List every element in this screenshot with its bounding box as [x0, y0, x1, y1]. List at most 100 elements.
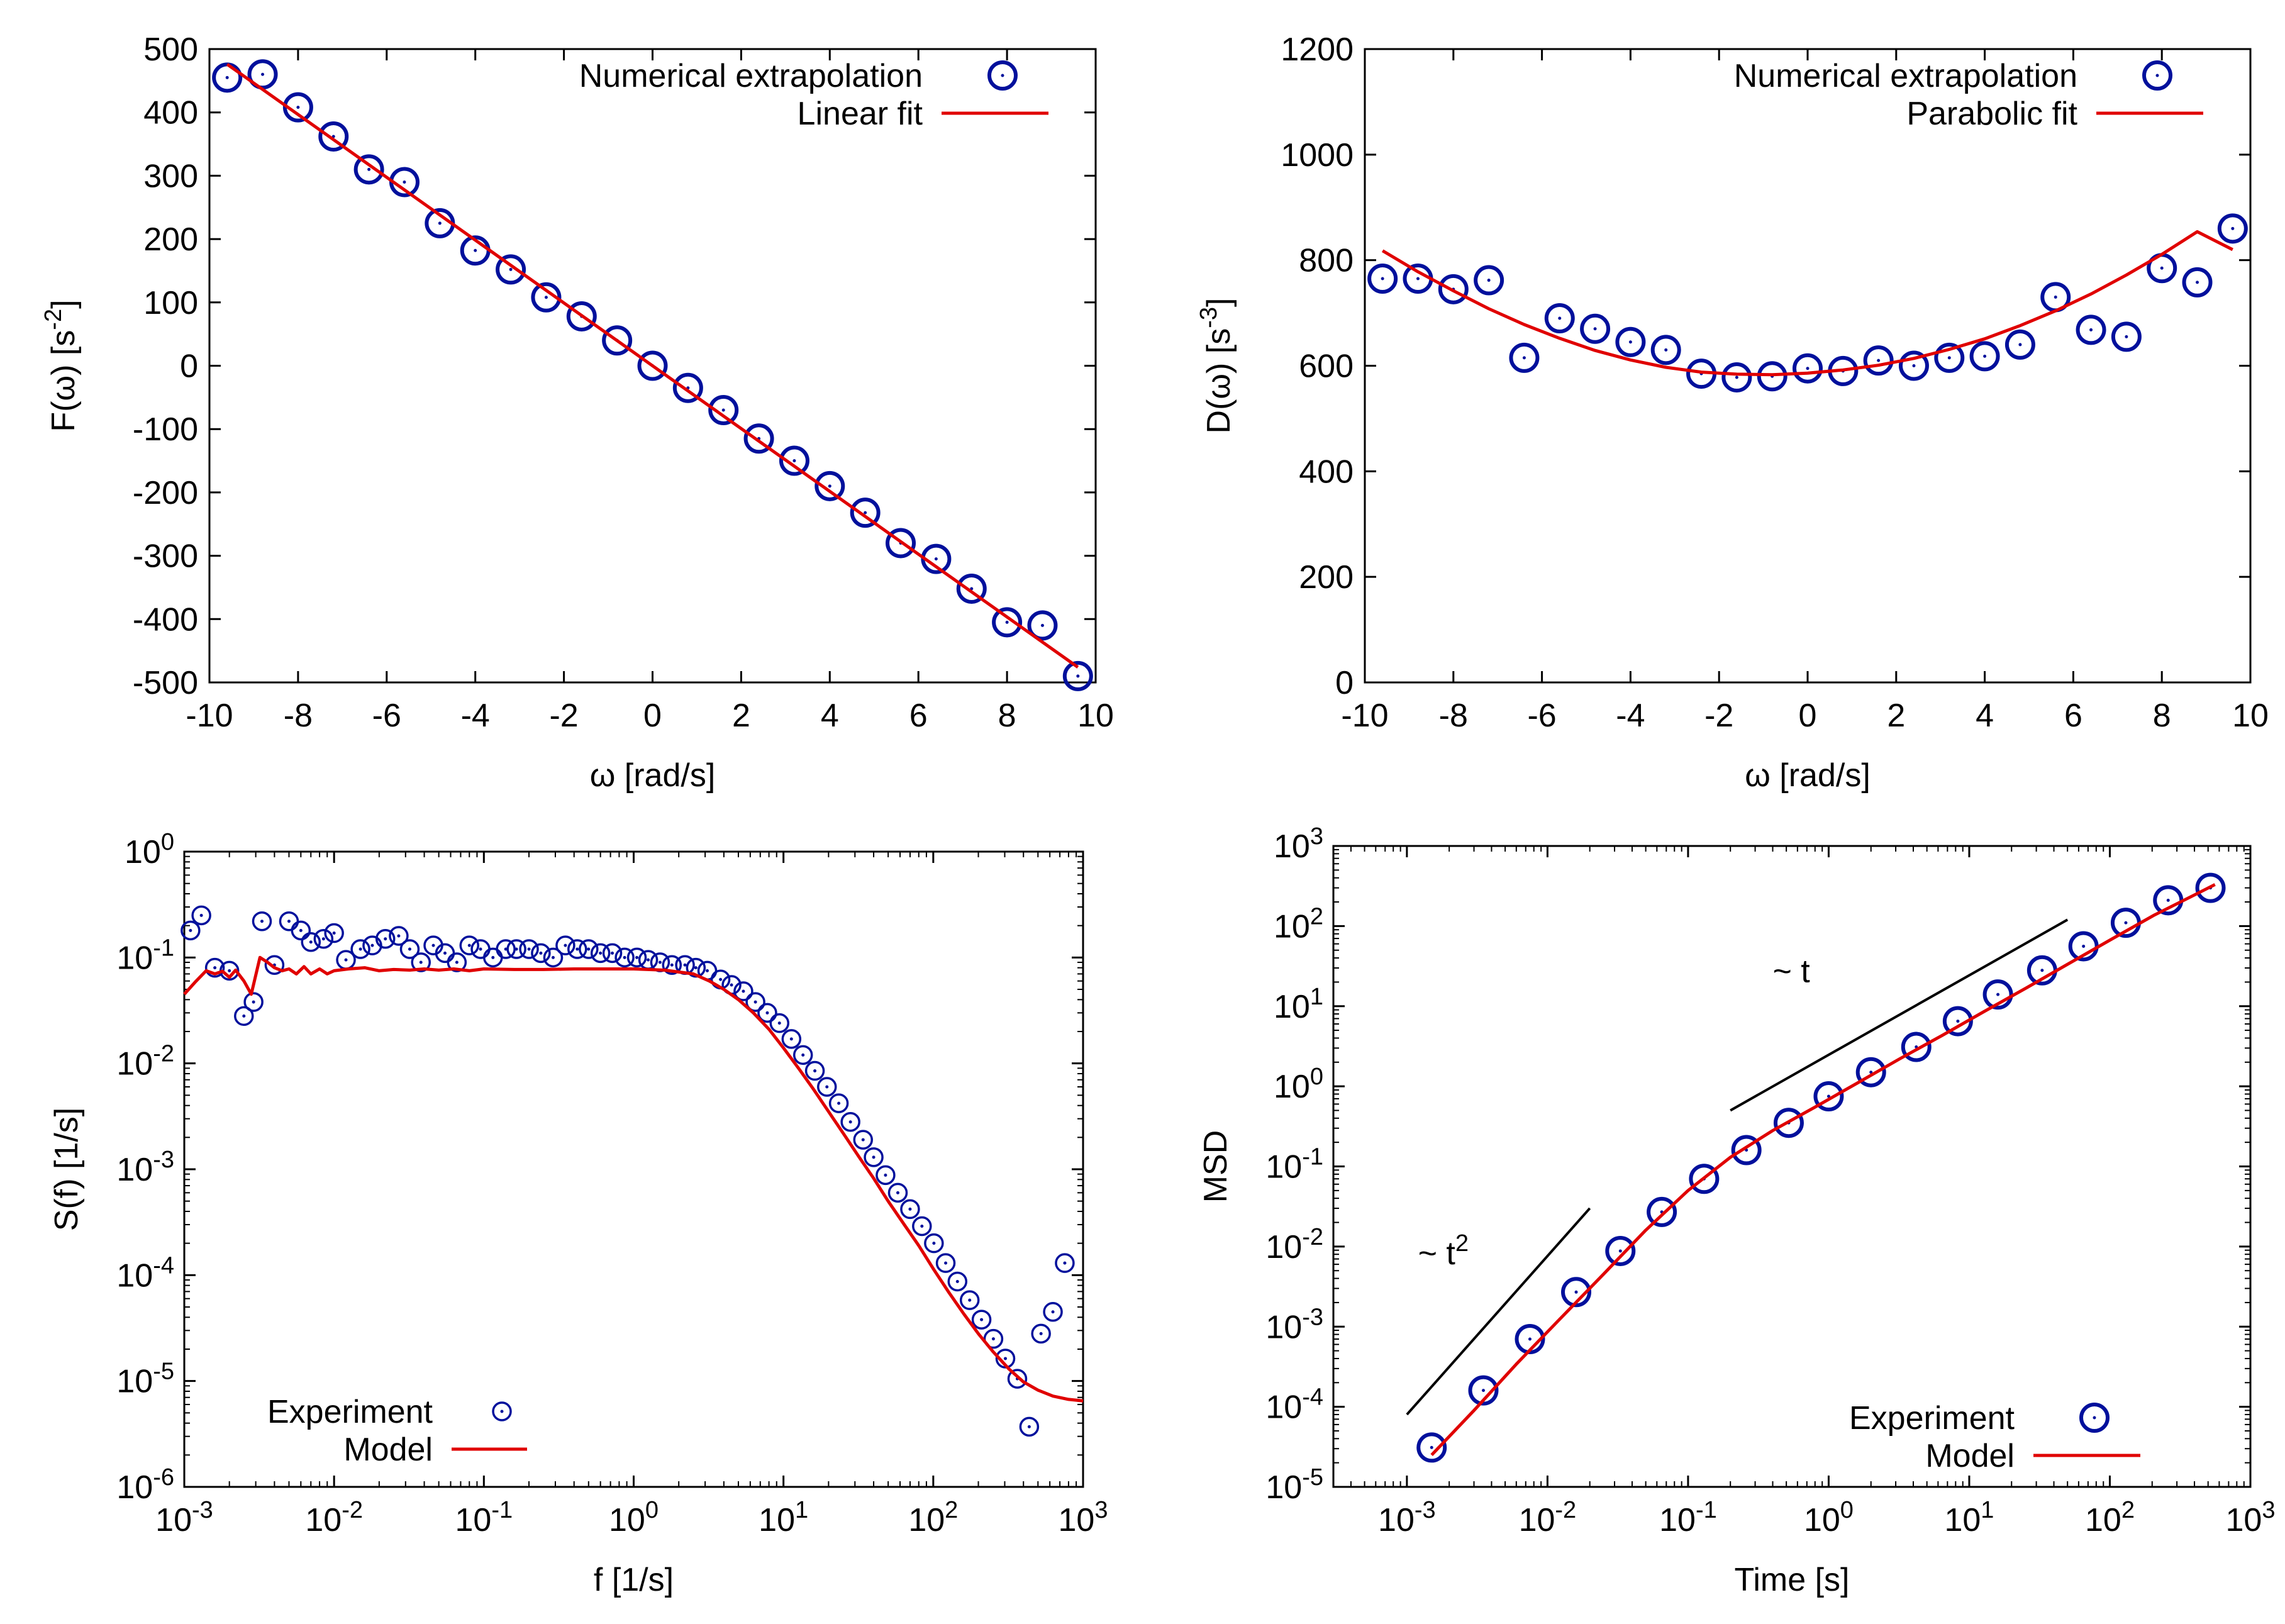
data-point-center	[920, 1224, 924, 1228]
y-tick-label: 102	[1274, 903, 1323, 945]
data-point-center	[544, 296, 548, 299]
data-point	[1731, 1135, 1762, 1165]
data-point-center	[213, 966, 217, 970]
data-point	[924, 1233, 944, 1254]
data-point	[733, 981, 753, 1001]
x-tick-label: 100	[1804, 1497, 1854, 1538]
data-point-center	[367, 167, 371, 171]
y-axis-label: D(ω) [s-3]	[1196, 298, 1237, 434]
data-point-center	[1381, 277, 1384, 281]
data-point-center	[2196, 281, 2199, 284]
x-tick-label: 8	[998, 698, 1016, 734]
data-point	[781, 1029, 802, 1049]
data-point	[375, 928, 396, 949]
data-point-center	[706, 969, 709, 972]
data-point	[971, 1310, 992, 1330]
data-point	[1062, 660, 1093, 691]
fit-line-model	[183, 955, 1084, 1403]
x-tick-label: -8	[284, 698, 313, 734]
data-point	[804, 1060, 825, 1081]
data-point	[935, 1253, 956, 1273]
data-point	[411, 952, 431, 972]
data-point-center	[2125, 335, 2128, 338]
data-point	[181, 920, 201, 941]
fit-line-model	[1430, 883, 2216, 1457]
data-point-center	[2166, 898, 2170, 902]
data-point	[204, 957, 225, 978]
data-point	[1043, 1301, 1063, 1322]
data-point	[506, 939, 526, 959]
x-tick-label: 103	[2226, 1497, 2276, 1538]
x-tick-label: -6	[1527, 698, 1556, 734]
data-point-center	[539, 951, 543, 955]
data-point	[745, 992, 765, 1012]
y-tick-label: 200	[1299, 559, 1354, 596]
data-point	[2004, 329, 2035, 360]
data-point	[853, 1130, 873, 1150]
data-point-center	[1983, 354, 1987, 358]
data-point-center	[1956, 1020, 1960, 1023]
y-tick-label: 10-1	[116, 935, 174, 976]
data-point-center	[2124, 921, 2128, 925]
data-point	[626, 947, 647, 968]
data-point-center	[1869, 1071, 1873, 1074]
x-tick-label: 10-3	[1378, 1497, 1436, 1538]
data-point-center	[2040, 969, 2044, 972]
data-point	[496, 254, 526, 285]
data-point	[531, 282, 562, 313]
x-tick-label: 0	[643, 698, 662, 734]
data-point-center	[611, 951, 614, 955]
chart-panel-4: 10-3 10-2 10-1 100 101 102 103 10-5 10-4 10-3 10-2…	[1198, 823, 2275, 1598]
y-tick-label: 10-4	[1265, 1384, 1323, 1426]
slope-annotation: ~ t	[1772, 953, 1810, 989]
legend-marker-center	[1001, 74, 1004, 77]
data-point-center	[1826, 1094, 1830, 1098]
y-tick-label: 100	[143, 285, 198, 321]
legend-label: Model	[1925, 1438, 2015, 1474]
data-point-center	[864, 511, 867, 514]
slope-guide-line	[1406, 1207, 1591, 1416]
data-point-center	[1735, 375, 1738, 379]
data-point	[1969, 341, 2000, 372]
data-point-center	[1027, 1425, 1031, 1428]
data-point-center	[1481, 1389, 1485, 1393]
data-point-center	[443, 951, 447, 955]
data-point	[1647, 1196, 1677, 1227]
data-point-center	[777, 1021, 781, 1025]
data-point-center	[296, 106, 300, 109]
data-point-center	[980, 1318, 984, 1321]
y-tick-label: 400	[1299, 453, 1354, 490]
x-tick-label: -4	[461, 698, 490, 734]
y-tick-label: -400	[133, 601, 198, 638]
x-tick-label: 6	[909, 698, 928, 734]
data-point	[886, 528, 916, 559]
data-point	[1055, 1253, 1075, 1273]
data-point	[1773, 1108, 1804, 1138]
data-point	[2076, 314, 2106, 345]
data-point	[864, 1147, 884, 1167]
y-tick-label: 400	[143, 95, 198, 131]
legend-marker-swatch	[492, 1401, 512, 1421]
data-point	[602, 943, 623, 964]
data-point-center	[199, 913, 203, 917]
data-point	[912, 1216, 932, 1237]
data-point-center	[848, 1120, 852, 1124]
data-point-center	[1063, 1261, 1067, 1265]
x-tick-label: 10-1	[455, 1497, 513, 1538]
data-point	[1813, 1081, 1844, 1112]
y-tick-label: 100	[125, 829, 174, 870]
data-point-center	[403, 180, 406, 184]
data-point	[769, 1013, 790, 1033]
data-point-center	[2160, 266, 2164, 270]
data-point-center	[252, 1000, 255, 1004]
data-point-center	[730, 983, 733, 987]
y-tick-label: -200	[133, 475, 198, 511]
x-axis-label: ω [rad/s]	[590, 757, 716, 794]
data-point	[531, 943, 551, 964]
data-point-center	[384, 937, 387, 941]
data-point-center	[968, 1298, 972, 1302]
x-tick-label: 103	[1059, 1497, 1108, 1538]
legend-marker-center	[2155, 74, 2159, 77]
